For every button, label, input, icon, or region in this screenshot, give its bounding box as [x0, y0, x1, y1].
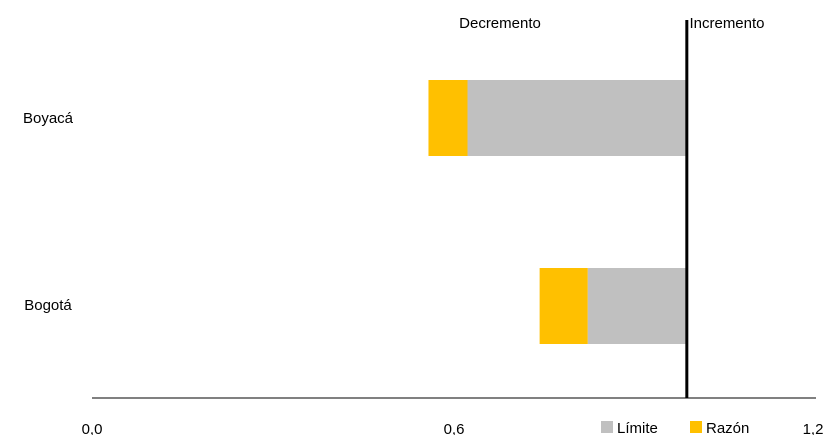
bar-limite-boyaca [467, 80, 687, 156]
annotation-incremento: Incremento [689, 15, 764, 32]
x-tick-label-1: 0,6 [444, 421, 465, 435]
x-tick-label-2: 1,2 [803, 421, 824, 435]
legend-label-limite: Límite [617, 420, 658, 435]
legend-swatch-razon [690, 421, 702, 433]
category-label-bogota: Bogotá [24, 297, 72, 314]
legend-label-razon: Razón [706, 420, 749, 435]
bar-razon-bogota [539, 268, 588, 344]
bars [428, 80, 687, 344]
x-tick-label-0: 0,0 [82, 421, 103, 435]
legend: Límite Razón [601, 420, 749, 435]
legend-swatch-limite [601, 421, 613, 433]
annotation-decremento: Decremento [459, 15, 541, 32]
category-label-boyaca: Boyacá [23, 110, 74, 127]
bar-limite-bogota [587, 268, 687, 344]
bar-razon-boyaca [428, 80, 468, 156]
